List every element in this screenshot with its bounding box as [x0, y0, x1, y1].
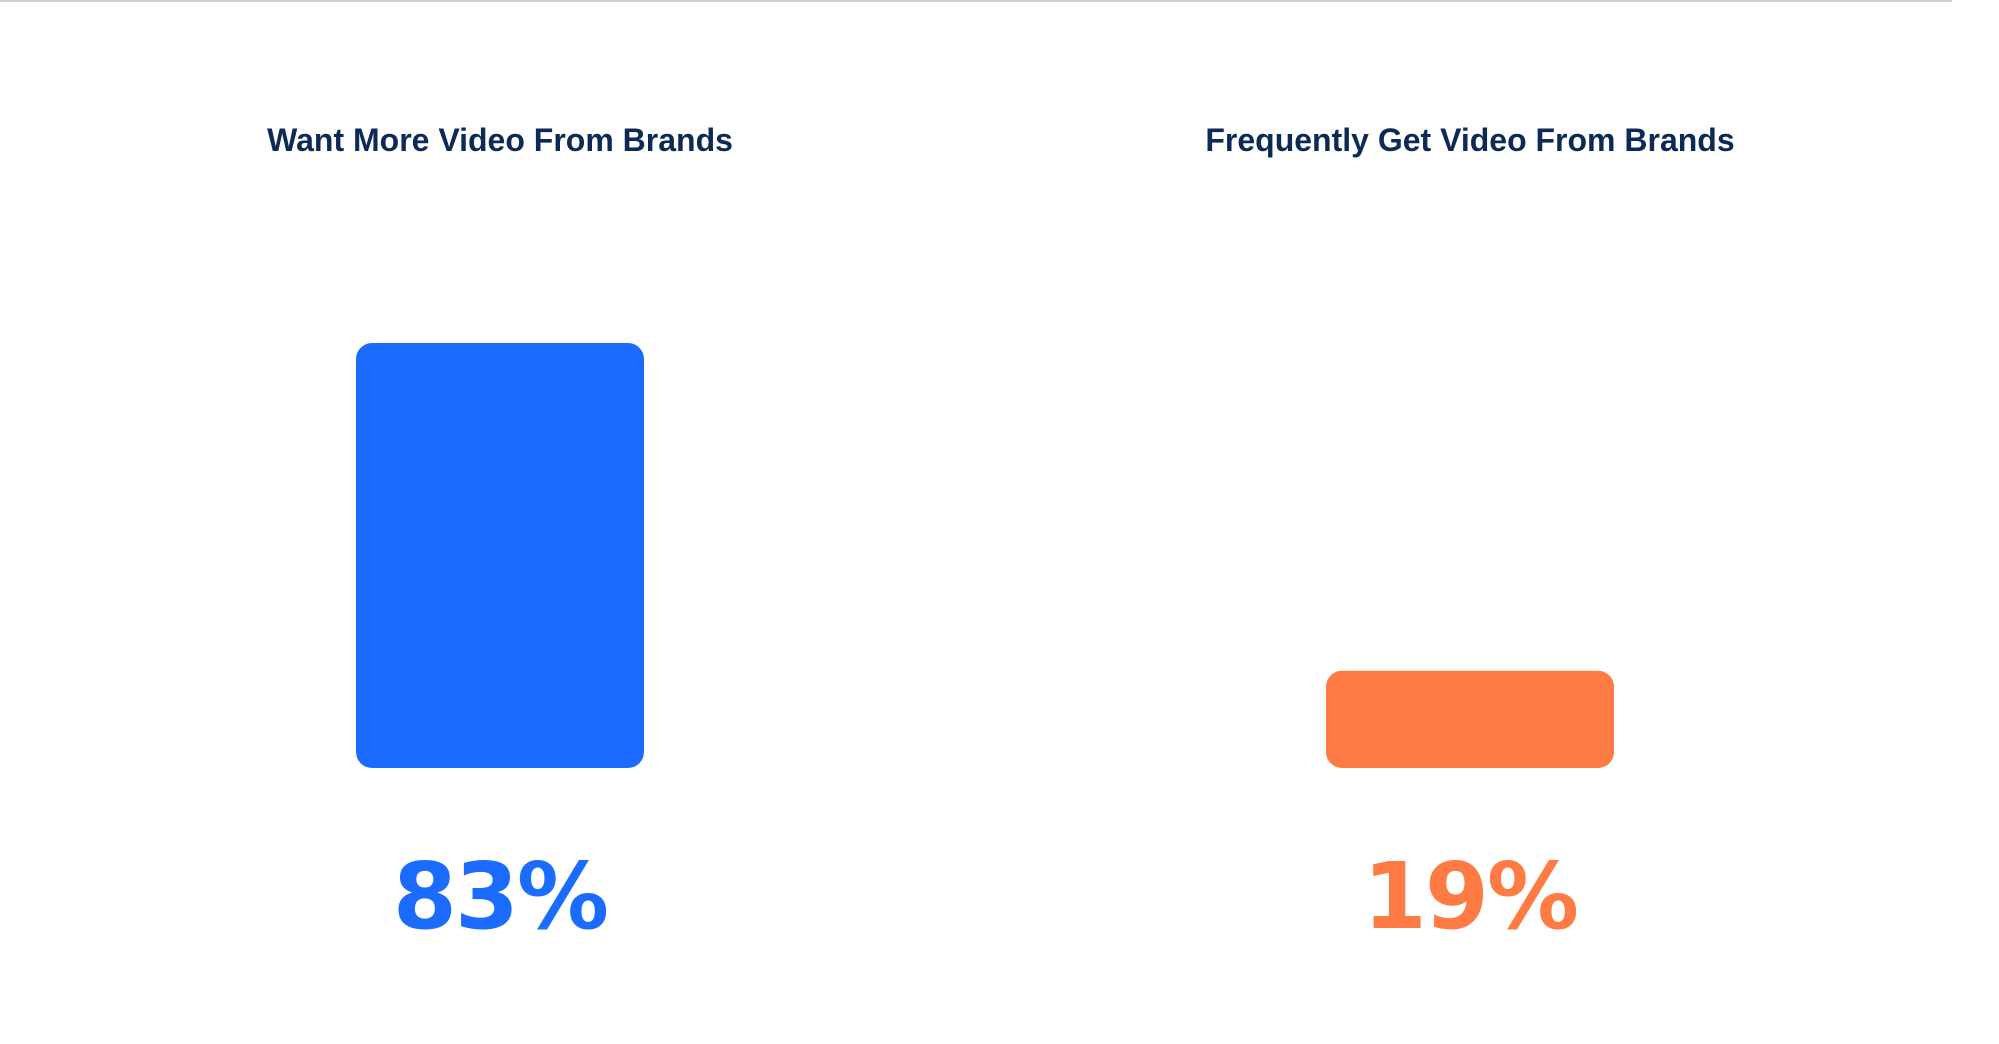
bar	[1326, 670, 1614, 768]
chart-panel-1: Want More Video From Brands 83%	[267, 122, 733, 950]
chart-panel-2: Frequently Get Video From Brands 19%	[1205, 122, 1734, 950]
top-divider	[0, 0, 1952, 2]
panel-title: Want More Video From Brands	[267, 122, 733, 158]
bar	[356, 343, 644, 768]
value-label: 83%	[393, 843, 607, 950]
panel-title: Frequently Get Video From Brands	[1205, 122, 1734, 158]
value-label: 19%	[1363, 843, 1577, 950]
